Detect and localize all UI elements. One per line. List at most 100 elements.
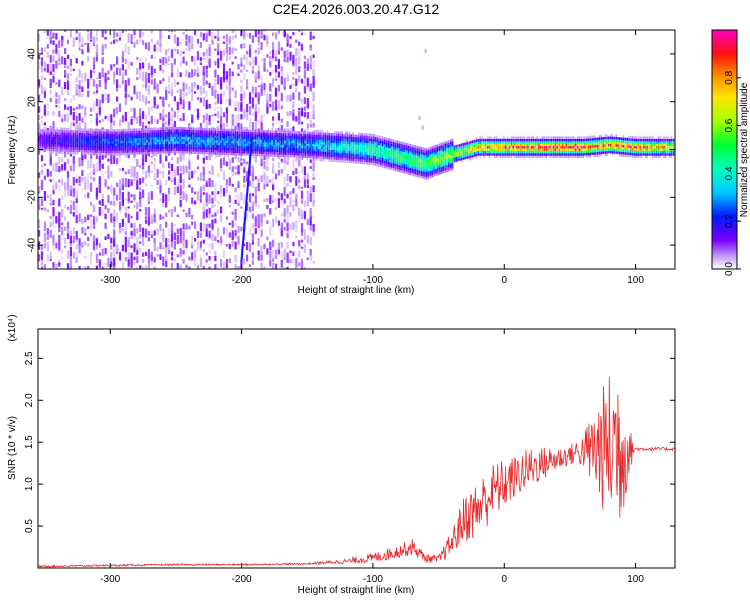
spectrogram-cell [328, 140, 331, 143]
spectrogram-cell [245, 126, 248, 130]
spectrogram-cell [295, 235, 298, 238]
spectrogram-cell [420, 175, 423, 179]
spectrogram-cell [139, 140, 141, 143]
spectrogram-cell [246, 56, 249, 65]
spectrogram-cell [229, 128, 231, 132]
spectrogram-cell [81, 49, 84, 55]
spectrogram-cell [424, 157, 426, 161]
spectrogram-cell [435, 163, 437, 167]
spectrogram-cell [142, 142, 145, 145]
spectrogram-cell [106, 129, 108, 132]
spectrogram-cell [292, 25, 294, 29]
spectrogram-cell [422, 166, 424, 170]
spectrogram-cell [254, 228, 257, 235]
spectrogram-cell [269, 144, 272, 148]
spectrogram-cell [240, 44, 243, 49]
spectrogram-cell [528, 148, 531, 151]
spectrogram-cell [309, 159, 312, 163]
spectrogram-cell [153, 146, 156, 150]
spectrogram-cell [376, 151, 378, 155]
spectrogram-cell [117, 148, 119, 151]
spectrogram-cell [440, 142, 443, 146]
spectrogram-cell [60, 144, 62, 147]
spectrogram-cell [203, 137, 206, 140]
spectrogram-cell [527, 143, 529, 147]
spectrogram-cell [222, 41, 226, 44]
spectrogram-cell [310, 143, 312, 147]
spectrogram-cell [326, 147, 329, 150]
spectrogram-cell [54, 141, 57, 145]
spectrogram-cell [211, 86, 214, 96]
spectrogram-cell [284, 142, 286, 146]
spectrogram-cell [357, 154, 360, 157]
spectrogram-cell [321, 139, 323, 143]
spectrogram-cell [214, 35, 217, 39]
spectrogram-cell [221, 142, 224, 146]
spectrogram-cell [61, 164, 64, 171]
spectrogram-cell [43, 61, 46, 68]
spectrogram-cell [269, 60, 272, 68]
spectrogram-cell [38, 34, 41, 42]
spectrogram-cell [236, 150, 239, 154]
spectrogram-cell [300, 98, 304, 104]
spectrogram-cell [475, 146, 478, 150]
spectrogram-cell [380, 162, 382, 165]
spectrogram-cell [194, 191, 197, 195]
spectrogram-cell [67, 146, 69, 150]
spectrogram-cell [228, 232, 231, 238]
spectrogram-cell [380, 138, 382, 141]
spectrogram-cell [186, 132, 189, 135]
spectrogram-cell [225, 142, 228, 146]
spectrogram-cell [216, 130, 218, 134]
spectrogram-cell [207, 149, 209, 152]
spectrogram-cell [306, 128, 309, 133]
spectrogram-cell [409, 170, 411, 173]
spectrogram-cell [225, 244, 228, 247]
spectrogram-cell [427, 171, 430, 174]
spectrogram-cell [334, 159, 336, 163]
spectrogram-cell [142, 144, 145, 148]
spectrogram-cell [161, 151, 163, 154]
spectrogram-cell [120, 140, 123, 144]
spectrogram-cell [49, 141, 51, 145]
spectrogram-cell [93, 145, 95, 148]
spectrogram-cell [95, 77, 98, 80]
spectrogram-cell [209, 149, 211, 153]
spectrogram-cell [179, 254, 182, 257]
spectrogram-cell [58, 149, 60, 152]
spectrogram-cell [269, 154, 272, 157]
spectrogram-cell [75, 84, 78, 94]
spectrogram-cell [435, 173, 437, 176]
spectrogram-cell [402, 144, 404, 147]
spectrogram-cell [220, 142, 222, 146]
spectrogram-cell [389, 148, 391, 151]
spectrogram-cell [512, 153, 514, 156]
spectrogram-cell [147, 237, 150, 242]
spectrogram-cell [156, 40, 159, 46]
spectrogram-cell [72, 130, 75, 133]
spectrogram-cell [298, 30, 301, 32]
spectrogram-cell [78, 132, 81, 136]
spectrogram-cell [240, 150, 242, 154]
spectrogram-cell [135, 149, 138, 153]
spectrogram-cell [136, 57, 139, 60]
spectrogram-cell [222, 188, 226, 197]
spectrogram-cell [111, 150, 114, 154]
spectrogram-cell [133, 135, 136, 139]
spectrogram-cell [174, 146, 176, 149]
spectrogram-cell [218, 137, 220, 141]
spectrogram-cell [129, 147, 132, 151]
spectrogram-cell [64, 245, 67, 249]
spectrogram-cell [267, 154, 270, 157]
spectrogram-cell [107, 233, 110, 239]
spectrogram-cell [111, 133, 114, 137]
spectrogram-cell [170, 164, 174, 171]
spectrogram-cell [274, 65, 278, 73]
spectrogram-cell [271, 151, 274, 155]
spectrogram-cell [216, 149, 218, 153]
spectrogram-cell [188, 171, 191, 176]
spectrogram-cell [282, 149, 285, 153]
spectrogram-cell [242, 129, 244, 132]
spectrogram-cell [257, 65, 260, 72]
spectrogram-cell [525, 138, 527, 142]
